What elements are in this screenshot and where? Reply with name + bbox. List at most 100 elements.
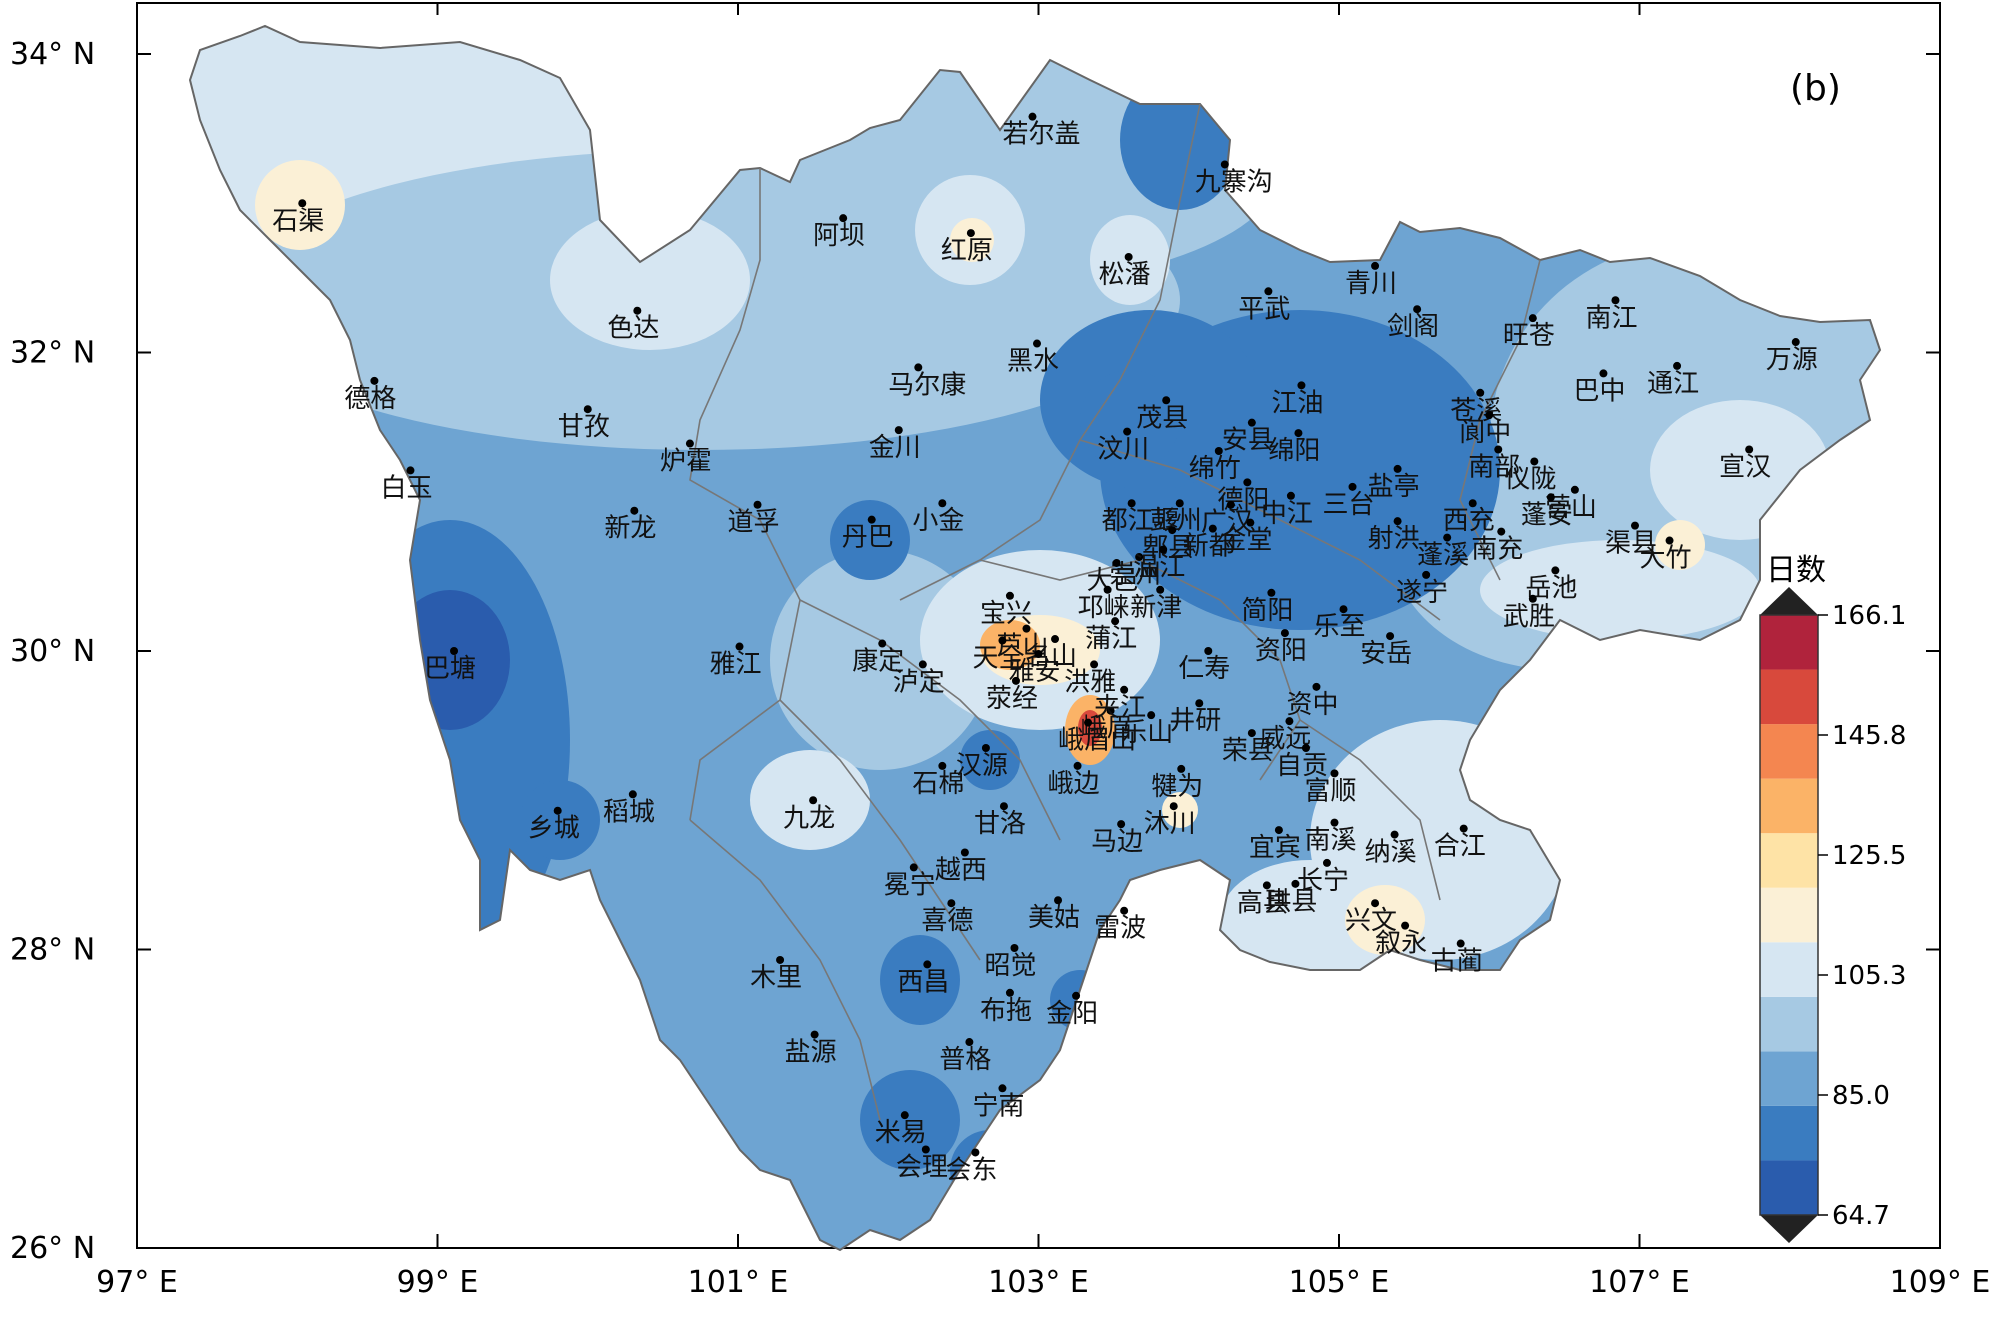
city-label: 乐山 bbox=[1121, 718, 1173, 748]
city-marker: 天全 bbox=[972, 636, 1024, 674]
city-dot bbox=[633, 306, 642, 315]
city-label: 峨眉 bbox=[1081, 714, 1133, 744]
city-marker: 名山 bbox=[1025, 635, 1077, 672]
city-label: 德格 bbox=[344, 384, 396, 414]
lat-tick-label: 26° N bbox=[10, 1231, 95, 1266]
city-dot bbox=[1401, 921, 1410, 930]
colorbar-segment bbox=[1760, 1051, 1818, 1106]
city-marker: 乐山 bbox=[1121, 711, 1173, 748]
city-dot bbox=[1745, 445, 1754, 454]
city-dot bbox=[918, 660, 927, 669]
city-label: 金堂 bbox=[1220, 526, 1272, 556]
city-dot bbox=[1528, 314, 1537, 323]
city-marker: 武胜 bbox=[1503, 594, 1555, 632]
city-dot bbox=[1297, 381, 1306, 390]
city-label: 炉霍 bbox=[660, 447, 712, 477]
city-label: 绵阳 bbox=[1268, 436, 1320, 466]
city-label: 康定 bbox=[852, 647, 904, 677]
city-label: 白玉 bbox=[380, 473, 432, 503]
lat-tick-label: 30° N bbox=[10, 634, 95, 669]
city-marker: 仪陇 bbox=[1504, 457, 1556, 494]
city-dot bbox=[1120, 906, 1129, 915]
city-dot bbox=[999, 802, 1008, 811]
city-marker: 宣汉 bbox=[1719, 445, 1771, 483]
city-dot bbox=[1072, 991, 1081, 1000]
city-label: 犍为 bbox=[1151, 772, 1203, 802]
city-dot bbox=[1011, 676, 1020, 685]
city-dot bbox=[1301, 744, 1310, 753]
city-marker: 大邑 bbox=[1087, 558, 1139, 596]
city-dot bbox=[867, 515, 876, 524]
city-label: 盐亭 bbox=[1368, 472, 1420, 502]
city-marker: 蓬安 bbox=[1521, 493, 1573, 530]
city-marker: 乐至 bbox=[1314, 605, 1366, 642]
city-marker: 甘孜 bbox=[558, 405, 610, 442]
city-dot bbox=[583, 405, 592, 414]
city-dot bbox=[998, 636, 1007, 645]
city-dot bbox=[1168, 526, 1177, 535]
city-marker: 叙永 bbox=[1375, 921, 1427, 959]
city-label: 普格 bbox=[939, 1045, 991, 1075]
city-dot bbox=[1371, 899, 1380, 908]
city-dot bbox=[839, 214, 848, 223]
city-dot bbox=[1267, 588, 1276, 597]
lat-tick-label: 34° N bbox=[10, 37, 95, 72]
city-marker: 炉霍 bbox=[660, 439, 712, 477]
city-dot bbox=[1169, 802, 1178, 811]
city-label: 温江 bbox=[1133, 553, 1185, 583]
city-label: 巴塘 bbox=[424, 654, 476, 684]
colorbar-bottom-arrow bbox=[1760, 1215, 1818, 1243]
city-dot bbox=[894, 426, 903, 435]
city-marker: 九龙 bbox=[783, 796, 835, 833]
city-marker: 昭觉 bbox=[984, 944, 1036, 981]
city-marker: 西充 bbox=[1443, 499, 1495, 536]
city-dot bbox=[923, 960, 932, 969]
city-label: 自贡 bbox=[1276, 751, 1328, 781]
city-marker: 峨边 bbox=[1048, 761, 1100, 799]
city-dot bbox=[1443, 533, 1452, 542]
city-dot bbox=[1546, 493, 1555, 502]
city-marker: 邛崃 bbox=[1078, 585, 1130, 623]
city-marker: 安县 bbox=[1222, 418, 1274, 456]
city-marker: 茂县 bbox=[1136, 396, 1188, 433]
city-label: 甘洛 bbox=[974, 809, 1026, 839]
city-marker: 长宁 bbox=[1297, 858, 1349, 896]
city-label: 荥经 bbox=[986, 684, 1038, 714]
city-label: 巴中 bbox=[1573, 376, 1625, 406]
city-marker: 合江 bbox=[1434, 824, 1486, 862]
city-label: 南江 bbox=[1585, 303, 1637, 333]
city-marker: 井研 bbox=[1169, 699, 1221, 736]
lon-tick-label: 97° E bbox=[96, 1265, 178, 1300]
city-label: 长宁 bbox=[1297, 866, 1349, 896]
city-dot bbox=[1005, 988, 1014, 997]
city-marker: 峨眉山 bbox=[1058, 718, 1136, 756]
city-dot bbox=[630, 506, 639, 515]
city-label: 新都 bbox=[1183, 532, 1235, 562]
city-label: 米易 bbox=[875, 1118, 927, 1148]
colorbar-tick-label: 105.3 bbox=[1832, 961, 1906, 991]
city-marker: 南江 bbox=[1585, 296, 1637, 333]
city-label: 阿坝 bbox=[813, 221, 865, 251]
colorbar-segment bbox=[1760, 996, 1818, 1052]
city-label: 稻城 bbox=[603, 797, 655, 827]
city-label: 青川 bbox=[1345, 269, 1397, 299]
city-label: 兴文 bbox=[1345, 906, 1397, 936]
city-marker: 乡城 bbox=[528, 806, 580, 844]
city-marker: 苍溪 bbox=[1450, 388, 1502, 426]
city-marker: 道孚 bbox=[728, 500, 780, 538]
city-dot bbox=[1054, 896, 1063, 905]
city-dot bbox=[1159, 545, 1168, 554]
city-label: 大邑 bbox=[1087, 566, 1139, 596]
city-dot bbox=[1195, 699, 1204, 708]
city-dot bbox=[938, 499, 947, 508]
city-marker: 新津 bbox=[1130, 585, 1182, 623]
city-label: 乐至 bbox=[1314, 612, 1366, 642]
city-label: 简阳 bbox=[1241, 596, 1293, 626]
city-dot bbox=[1665, 536, 1674, 545]
city-marker: 蓬溪 bbox=[1417, 533, 1469, 571]
city-dot bbox=[1051, 635, 1060, 644]
city-dot bbox=[1528, 594, 1537, 603]
city-label: 马尔康 bbox=[888, 370, 966, 400]
city-dot bbox=[1468, 499, 1477, 508]
